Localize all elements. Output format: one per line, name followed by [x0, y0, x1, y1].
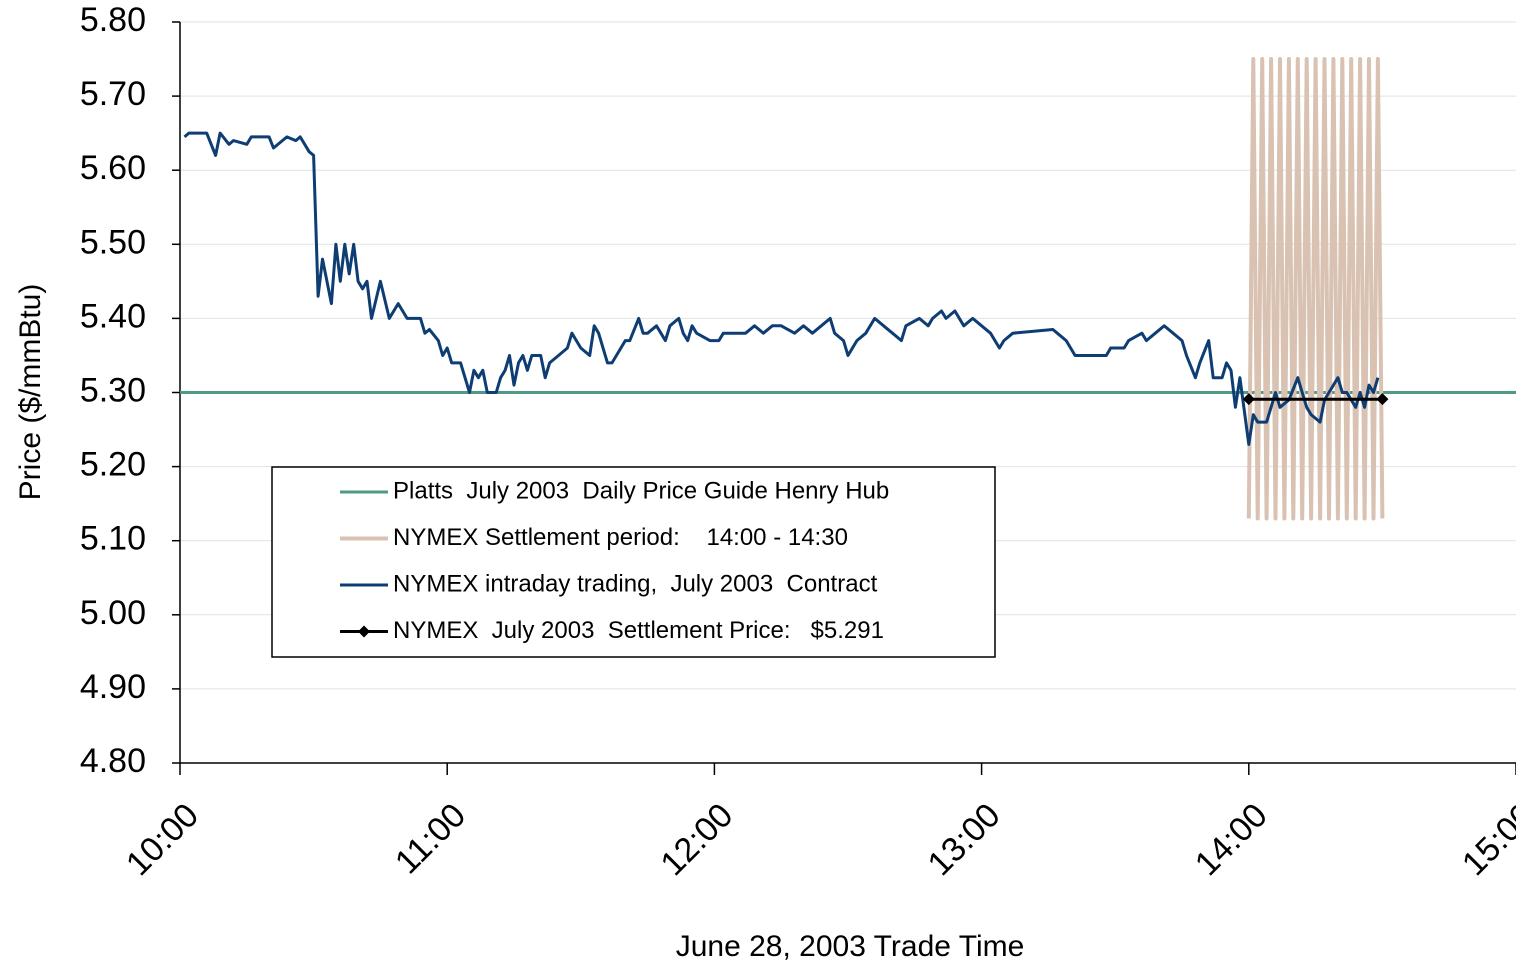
legend-box [271, 466, 996, 658]
x-tick-label: 10:00 [119, 796, 206, 883]
x-axis-title: June 28, 2003 Trade Time [676, 930, 1025, 963]
legend-label: NYMEX intraday trading, July 2003 Contra… [393, 570, 878, 597]
series-marker [1242, 393, 1255, 406]
y-tick-label: 5.70 [80, 75, 146, 113]
legend-label: NYMEX Settlement period: 14:00 - 14:30 [393, 524, 848, 551]
series-marker [1376, 393, 1389, 406]
y-tick-label: 5.40 [80, 297, 146, 335]
y-tick-label: 5.20 [80, 446, 146, 484]
y-axis-title: Price ($/mmBtu) [14, 284, 47, 501]
legend-marker [358, 625, 370, 638]
y-tick-label: 4.80 [80, 742, 146, 780]
y-tick-label: 4.90 [80, 668, 146, 706]
x-tick-label: 14:00 [1188, 796, 1275, 883]
series-line [1246, 57, 1385, 521]
x-tick-label: 12:00 [653, 796, 740, 883]
y-tick-label: 5.50 [80, 223, 146, 261]
y-tick-label: 5.60 [80, 149, 146, 187]
series-line [183, 131, 1380, 446]
legend: Platts July 2003 Daily Price Guide Henry… [271, 466, 996, 658]
legend-label: Platts July 2003 Daily Price Guide Henry… [393, 477, 889, 504]
y-tick-label: 5.10 [80, 520, 146, 558]
x-tick-label: 15:00 [1455, 796, 1516, 883]
y-tick-label: 5.30 [80, 371, 146, 409]
x-tick-label: 13:00 [921, 796, 1008, 883]
y-tick-label: 5.00 [80, 594, 146, 632]
x-tick-label: 11:00 [388, 796, 473, 881]
y-tick-label: 5.80 [80, 1, 146, 39]
legend-label: NYMEX July 2003 Settlement Price: $5.291 [393, 617, 884, 644]
